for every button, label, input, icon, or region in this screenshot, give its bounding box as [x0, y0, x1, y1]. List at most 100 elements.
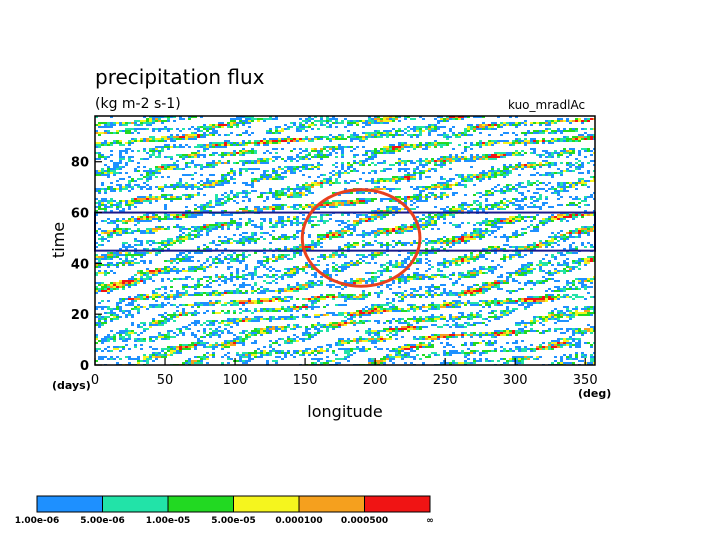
field-cell — [539, 262, 542, 264]
field-cell — [503, 198, 506, 200]
field-cell — [281, 140, 284, 142]
field-cell — [233, 260, 236, 262]
field-cell — [125, 152, 128, 154]
field-cell — [272, 238, 275, 240]
field-cell — [461, 238, 464, 240]
field-cell — [482, 154, 485, 156]
field-cell — [440, 116, 443, 118]
field-cell — [455, 156, 458, 158]
field-cell — [230, 122, 233, 124]
field-cell — [296, 130, 299, 132]
field-cell — [230, 124, 233, 126]
field-cell — [320, 186, 323, 188]
field-cell — [386, 178, 389, 180]
field-cell — [302, 124, 305, 126]
field-cell — [320, 118, 323, 120]
field-cell — [530, 216, 533, 218]
field-cell — [380, 210, 383, 212]
field-cell — [242, 154, 245, 156]
field-cell — [191, 134, 194, 136]
field-cell — [278, 174, 281, 176]
field-cell — [299, 222, 302, 224]
field-cell — [434, 160, 437, 162]
field-cell — [209, 174, 212, 176]
field-cell — [332, 262, 335, 264]
field-cell — [128, 180, 131, 182]
field-cell — [563, 184, 566, 186]
field-cell — [443, 248, 446, 250]
field-cell — [428, 196, 431, 198]
field-cell — [218, 162, 221, 164]
field-cell — [158, 168, 161, 170]
field-cell — [464, 242, 467, 244]
field-cell — [494, 158, 497, 160]
field-cell — [413, 172, 416, 174]
field-cell — [515, 188, 518, 190]
field-cell — [161, 166, 164, 168]
field-cell — [383, 180, 386, 182]
field-cell — [452, 242, 455, 244]
field-cell — [455, 258, 458, 260]
field-cell — [512, 232, 515, 234]
field-cell — [410, 196, 413, 198]
field-cell — [104, 264, 107, 266]
field-cell — [536, 198, 539, 200]
field-cell — [155, 248, 158, 250]
field-cell — [392, 164, 395, 166]
field-cell — [572, 140, 575, 142]
field-cell — [239, 262, 242, 264]
field-cell — [410, 144, 413, 146]
field-cell — [209, 226, 212, 228]
field-cell — [557, 270, 560, 272]
field-cell — [350, 120, 353, 122]
field-cell — [350, 122, 353, 124]
field-cell — [311, 224, 314, 226]
field-cell — [350, 228, 353, 230]
field-cell — [497, 170, 500, 172]
field-cell — [386, 118, 389, 120]
field-cell — [317, 156, 320, 158]
field-cell — [110, 258, 113, 260]
field-cell — [329, 126, 332, 128]
field-cell — [404, 262, 407, 264]
field-cell — [464, 128, 467, 130]
field-cell — [332, 202, 335, 204]
field-cell — [104, 158, 107, 160]
field-cell — [488, 144, 491, 146]
field-cell — [302, 156, 305, 158]
field-cell — [125, 124, 128, 126]
field-cell — [107, 222, 110, 224]
field-cell — [347, 202, 350, 204]
field-cell — [563, 138, 566, 140]
field-cell — [395, 162, 398, 164]
field-cell — [458, 204, 461, 206]
field-cell — [434, 240, 437, 242]
field-cell — [539, 174, 542, 176]
field-cell — [488, 140, 491, 142]
field-cell — [323, 238, 326, 240]
field-cell — [164, 270, 167, 272]
field-cell — [194, 156, 197, 158]
field-cell — [560, 150, 563, 152]
field-cell — [230, 192, 233, 194]
field-cell — [209, 248, 212, 250]
field-cell — [173, 184, 176, 186]
field-cell — [398, 196, 401, 198]
field-cell — [182, 214, 185, 216]
field-cell — [356, 138, 359, 140]
field-cell — [563, 136, 566, 138]
field-cell — [395, 210, 398, 212]
field-cell — [548, 172, 551, 174]
field-cell — [242, 210, 245, 212]
field-cell — [365, 262, 368, 264]
field-cell — [272, 192, 275, 194]
field-cell — [170, 140, 173, 142]
field-cell — [482, 174, 485, 176]
field-cell — [335, 204, 338, 206]
field-cell — [167, 176, 170, 178]
field-cell — [518, 252, 521, 254]
field-cell — [308, 186, 311, 188]
field-cell — [440, 164, 443, 166]
field-cell — [518, 216, 521, 218]
field-cell — [428, 260, 431, 262]
